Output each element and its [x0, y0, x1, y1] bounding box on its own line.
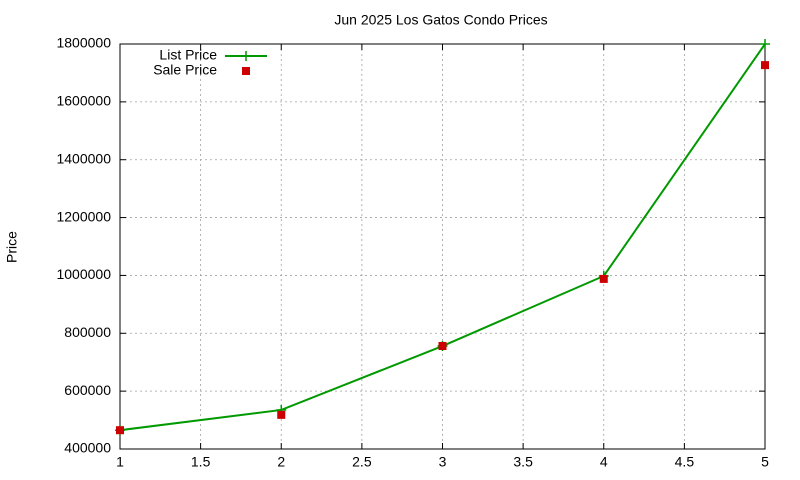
- y-tick-label: 1800000: [56, 35, 111, 51]
- y-tick-label: 400000: [64, 440, 111, 456]
- x-tick-label: 3.5: [513, 454, 533, 470]
- x-tick-label: 3: [439, 454, 447, 470]
- y-tick-label: 1600000: [56, 93, 111, 109]
- legend-label: List Price: [159, 47, 217, 63]
- data-point: [438, 342, 447, 351]
- x-tick-label: 2.5: [352, 454, 372, 470]
- y-tick-label: 1400000: [56, 150, 111, 166]
- y-tick-label: 1200000: [56, 208, 111, 224]
- x-tick-label: 4.5: [675, 454, 695, 470]
- y-tick-label: 600000: [64, 382, 111, 398]
- legend-marker: [242, 67, 250, 75]
- plot-border: [119, 43, 766, 450]
- data-point: [277, 410, 286, 419]
- y-axis-label: Price: [4, 231, 20, 263]
- x-tick-label: 2: [277, 454, 285, 470]
- x-tick-label: 4: [600, 454, 608, 470]
- legend-label: Sale Price: [153, 62, 217, 78]
- data-point: [116, 426, 124, 435]
- x-tick-label: 1.5: [191, 454, 211, 470]
- data-point: [761, 61, 769, 70]
- legend-marker: [241, 51, 251, 61]
- data-point: [760, 39, 770, 49]
- x-tick-label: 5: [761, 454, 769, 470]
- data-point: [599, 274, 608, 283]
- chart-title: Jun 2025 Los Gatos Condo Prices: [334, 12, 547, 28]
- y-tick-label: 1000000: [56, 266, 111, 282]
- x-tick-label: 1: [116, 454, 124, 470]
- y-tick-label: 800000: [64, 324, 111, 340]
